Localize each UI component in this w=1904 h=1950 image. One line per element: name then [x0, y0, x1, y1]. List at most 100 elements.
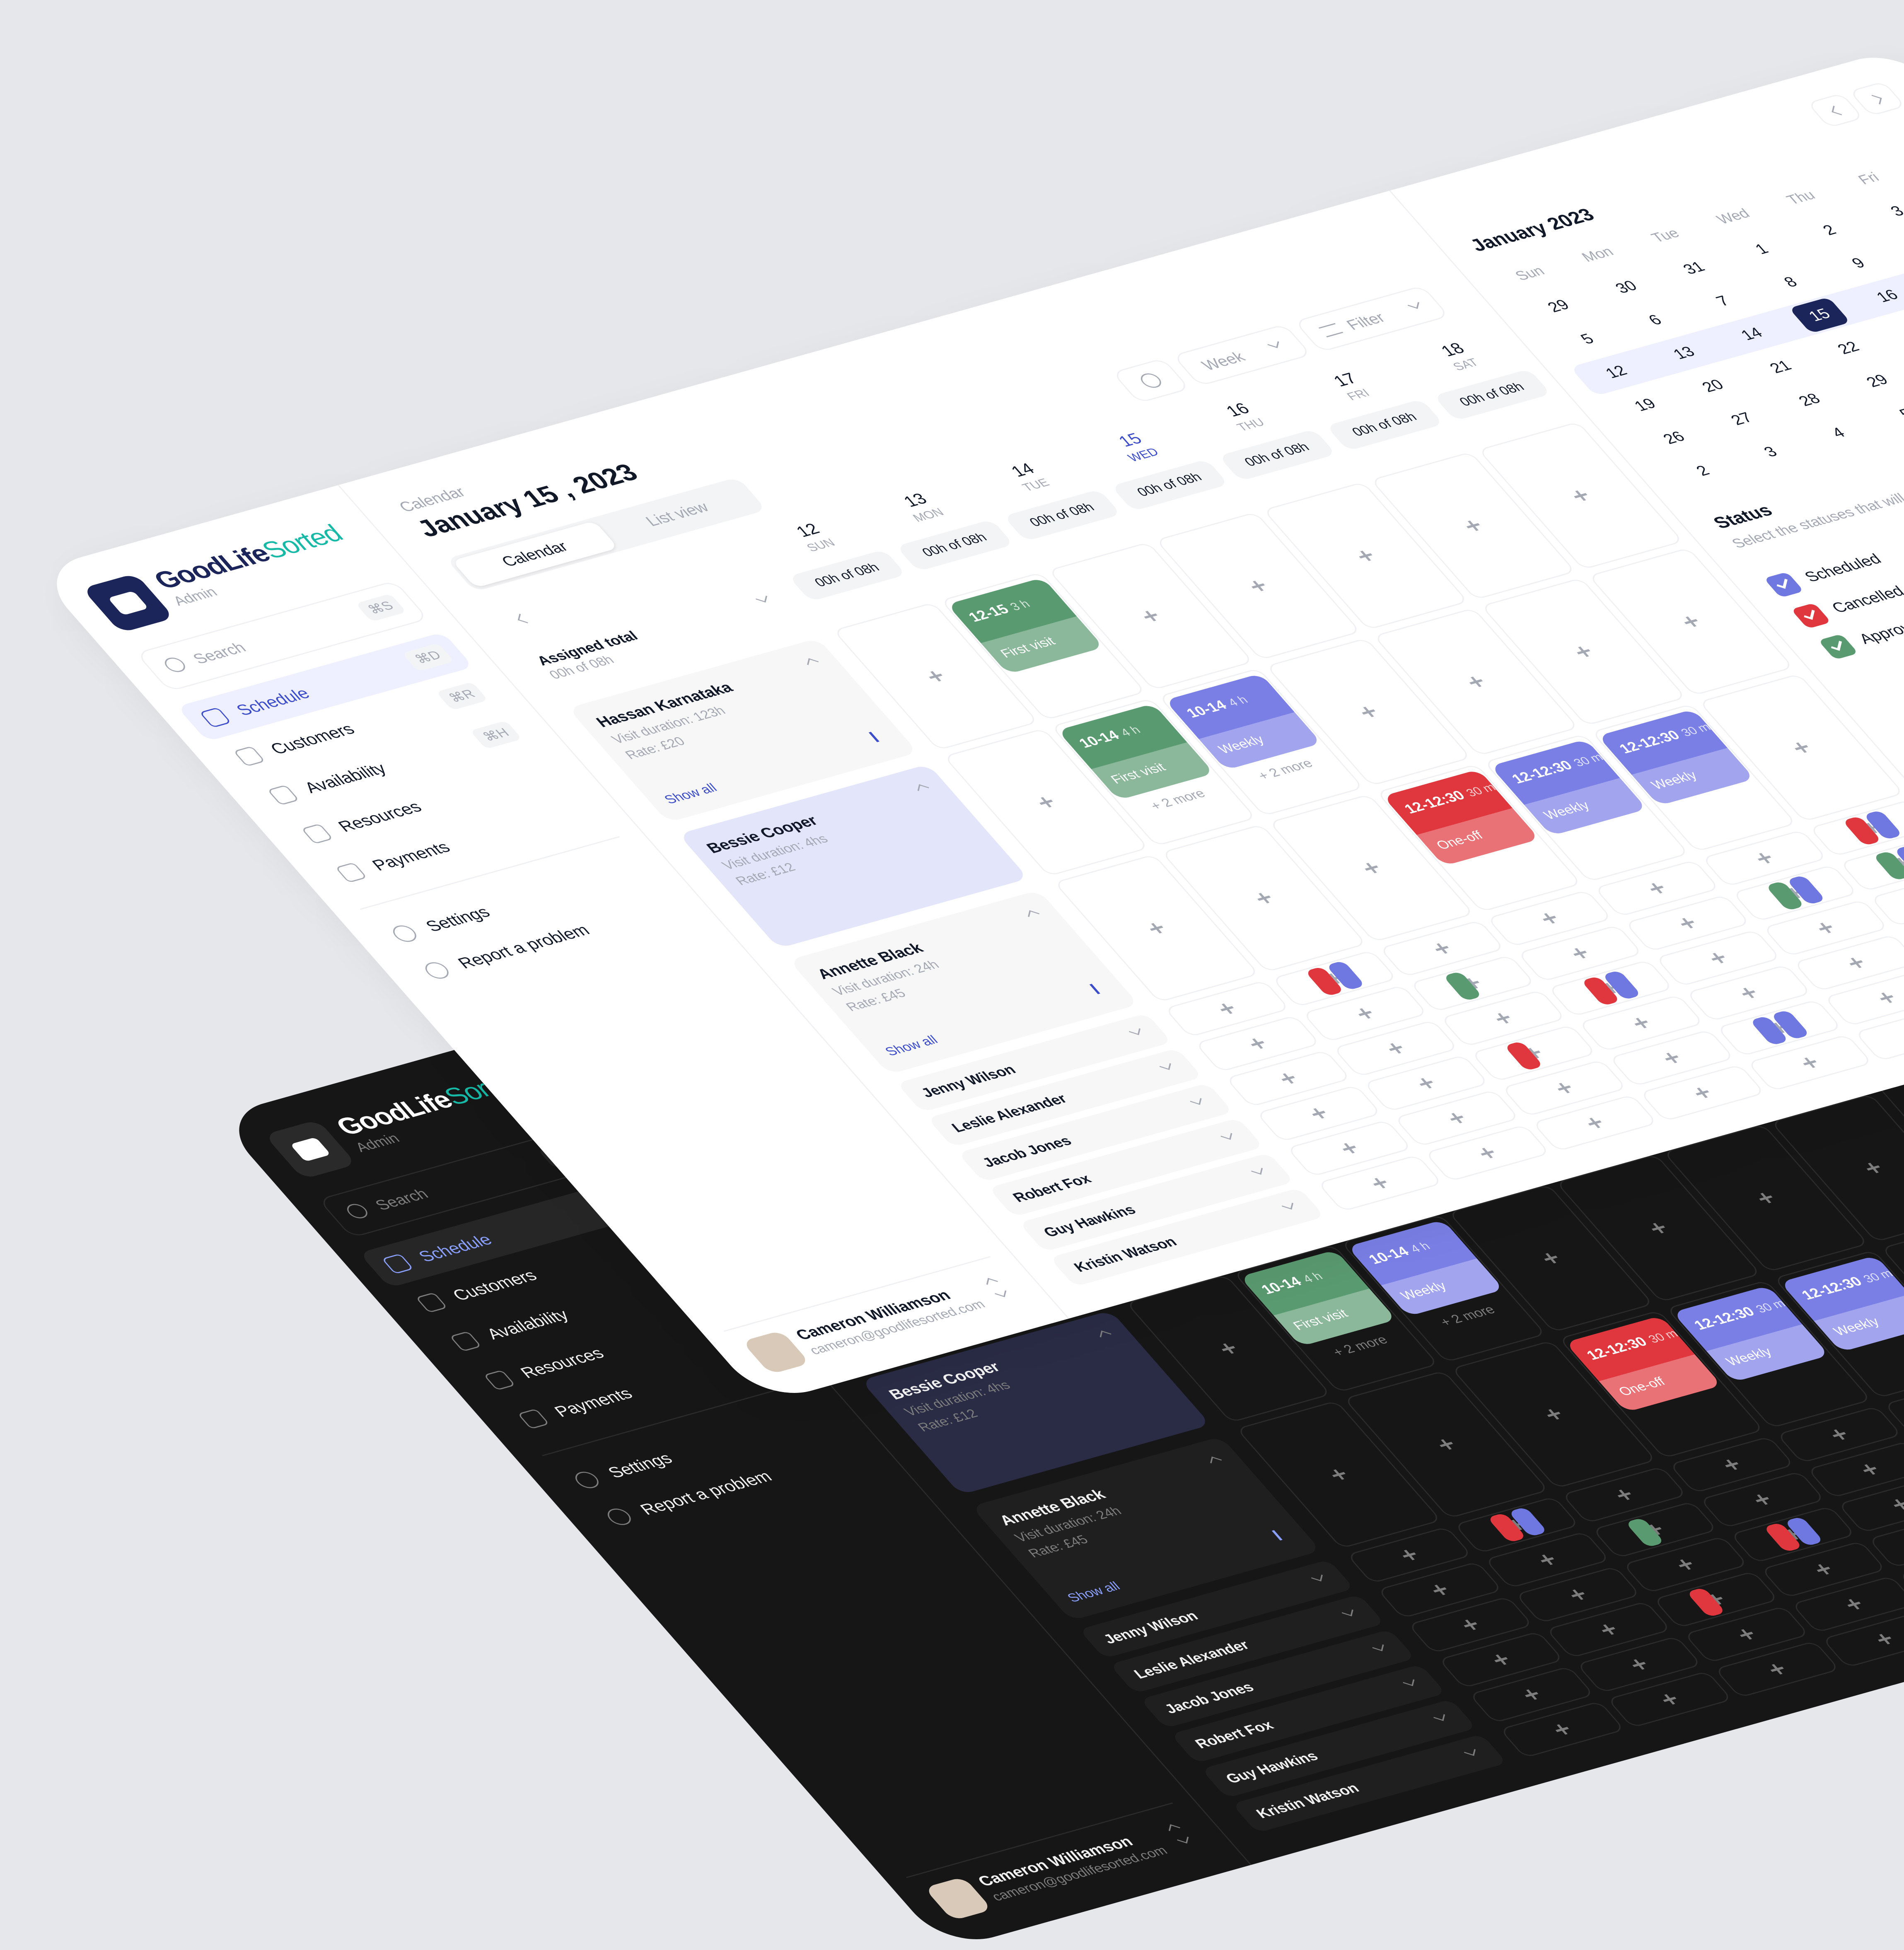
chevron-icon: [756, 593, 767, 603]
calendar-day[interactable]: 1: [1731, 231, 1793, 268]
chevron-icon: [1268, 338, 1279, 348]
status-label: Approved: [1855, 614, 1904, 647]
event-time-range: 12-12:30: [1508, 758, 1576, 787]
calendar-day[interactable]: 19: [1614, 387, 1676, 423]
brand: GoodLifeSorted: [147, 519, 350, 595]
show-all-link[interactable]: Show all: [1065, 1580, 1124, 1605]
calendar-day[interactable]: 26: [1643, 420, 1705, 456]
nav-icon: [483, 1370, 516, 1390]
event-length: 3 h: [1008, 599, 1034, 614]
search-icon: [161, 656, 189, 674]
search-placeholder: Search: [189, 639, 250, 667]
chevron-icon: [995, 1288, 1006, 1297]
day-hours: 00h of 08h: [1218, 429, 1336, 481]
calendar-day[interactable]: 2: [1672, 453, 1734, 489]
search-button[interactable]: [1112, 358, 1191, 403]
event-time: 10-144 h: [1183, 691, 1252, 721]
event-time-range: 12-12:30: [1401, 787, 1469, 817]
chevron-icon: [1220, 1130, 1232, 1140]
nav-label: Resources: [516, 1344, 608, 1381]
weekday-label: Wed: [1693, 200, 1773, 233]
staff-name: Guy Hawkins: [1040, 1202, 1140, 1240]
shortcut: ⌘D: [402, 643, 454, 672]
status-checkbox[interactable]: [1791, 603, 1831, 629]
day-hours: 00h of 08h: [788, 550, 906, 602]
calendar-day[interactable]: 21: [1750, 349, 1812, 386]
filter-button[interactable]: Filter: [1294, 285, 1450, 352]
logo-mark: [108, 591, 149, 615]
calendar-day[interactable]: 3: [1740, 434, 1802, 471]
weekday-label: Tue: [1626, 219, 1705, 252]
calendar-day[interactable]: 8: [1760, 264, 1822, 301]
nav-icon: [335, 862, 367, 883]
nav-icon: [301, 823, 333, 844]
chevron-icon: [986, 1278, 998, 1287]
tab[interactable]: List view: [594, 481, 761, 548]
nav-icon: [421, 960, 453, 981]
event-time: 10-144 h: [1075, 722, 1144, 751]
calendar-day[interactable]: 31: [1663, 250, 1725, 287]
arrow-icon: [869, 732, 879, 742]
status-checkbox[interactable]: [1764, 572, 1804, 598]
calendar-day[interactable]: 10: [1895, 226, 1904, 263]
show-all-link[interactable]: Show all: [882, 1034, 941, 1059]
calendar-day[interactable]: 30: [1595, 269, 1657, 306]
event-time-range: 10-14: [1365, 1243, 1413, 1267]
calendar-day[interactable]: 4: [1808, 415, 1870, 451]
check-mark: [1831, 639, 1842, 651]
calendar-day[interactable]: 5: [1875, 396, 1904, 432]
staff-name: Jacob Jones: [1161, 1679, 1258, 1716]
calendar-day[interactable]: 2: [1799, 212, 1861, 249]
check-mark: [1804, 608, 1815, 620]
event-length: 4 h: [1118, 724, 1144, 740]
chevron-icon: [1251, 1165, 1263, 1175]
calendar-day[interactable]: 28: [1779, 382, 1841, 418]
calendar-day[interactable]: 27: [1711, 401, 1773, 437]
event-time-range: 12-12:30: [1798, 1274, 1866, 1303]
nav-label: Customers: [266, 720, 359, 758]
staff-name: Robert Fox: [1191, 1717, 1277, 1752]
show-all-link[interactable]: Show all: [662, 782, 720, 807]
chevron-icon: [1408, 299, 1419, 309]
event-time-range: 12-12:30: [1616, 727, 1684, 757]
nav-icon: [267, 784, 300, 805]
chevron-icon: [1028, 910, 1039, 920]
nav-label: Resources: [334, 798, 426, 835]
calendar-day[interactable]: 6: [1624, 302, 1686, 338]
nav-label: Availability: [300, 759, 391, 796]
calendar-day[interactable]: 7: [1692, 283, 1754, 319]
calendar-day[interactable]: 22: [1818, 330, 1880, 367]
calendar-day[interactable]: 9: [1828, 245, 1890, 282]
chevron-icon: [1342, 1607, 1353, 1616]
chevron-icon: [1282, 1200, 1293, 1209]
view-select[interactable]: Week: [1172, 324, 1312, 386]
page: Schedule { "sidebar": { "brand_primary":…: [0, 0, 1904, 1418]
event-time: 12-153 h: [965, 596, 1034, 625]
event-time-range: 12-15: [965, 601, 1012, 625]
search-icon: [1137, 372, 1165, 390]
status-checkbox[interactable]: [1818, 634, 1858, 660]
nav-label: Payments: [368, 838, 454, 874]
calendar-day[interactable]: 20: [1682, 368, 1744, 404]
chevron-icon: [1311, 1572, 1323, 1581]
calendar-day[interactable]: 23: [1885, 311, 1904, 348]
calendar-day[interactable]: 3: [1867, 193, 1904, 229]
chevron-icon: [1169, 1824, 1180, 1834]
filter-icon: [1319, 323, 1343, 337]
nav-label: Schedule: [232, 684, 314, 719]
chevron-icon: [1403, 1677, 1414, 1686]
chevron-icon: [918, 784, 929, 794]
calendar-day[interactable]: 29: [1846, 363, 1904, 399]
event-time-range: 10-14: [1075, 727, 1123, 751]
day-hours: 00h of 08h: [1003, 489, 1121, 541]
calendar-day[interactable]: 5: [1557, 321, 1619, 357]
logo-mark: [290, 1137, 331, 1162]
shortcut: ⌘R: [436, 682, 488, 710]
view-label: Week: [1198, 348, 1249, 374]
event-time: 10-144 h: [1257, 1268, 1326, 1297]
shortcut: ⌘S: [355, 594, 407, 622]
nav-label: Settings: [421, 903, 494, 935]
tab[interactable]: Calendar: [452, 521, 618, 588]
calendar-day[interactable]: 29: [1528, 288, 1590, 325]
